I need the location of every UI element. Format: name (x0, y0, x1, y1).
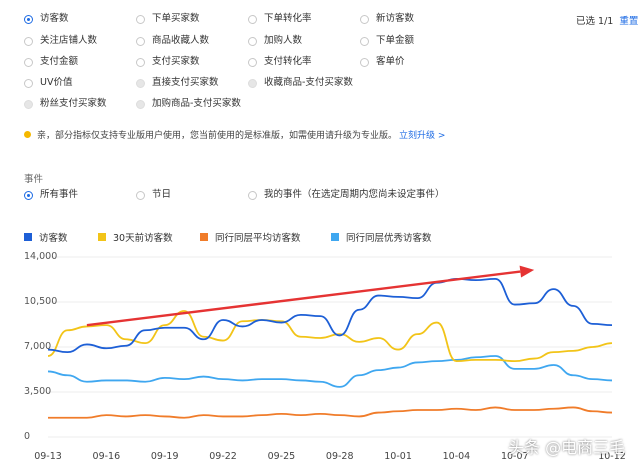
radio-checked-icon[interactable] (24, 14, 33, 24)
radio-icon[interactable] (136, 78, 145, 88)
metric-label: 支付买家数 (152, 56, 200, 67)
metric-option[interactable]: 粉丝支付买家数 (24, 98, 107, 110)
x-tick-label: 10-04 (442, 451, 471, 462)
radio-icon[interactable] (136, 190, 145, 200)
metric-label: 收藏商品-支付买家数 (264, 77, 353, 88)
radio-icon[interactable] (248, 36, 257, 46)
reset-link[interactable]: 重置 (619, 16, 639, 27)
metric-label: UV价值 (40, 77, 73, 88)
legend-peer-excellent[interactable]: 同行同层优秀访客数 (331, 230, 432, 244)
metric-option[interactable]: 加购商品-支付买家数 (136, 98, 241, 110)
metric-label: 粉丝支付买家数 (40, 98, 107, 109)
x-tick-label: 09-13 (34, 451, 62, 462)
metric-option[interactable]: 新访客数 (360, 13, 414, 25)
legend-swatch (331, 233, 339, 241)
radio-icon[interactable] (136, 99, 145, 109)
radio-icon[interactable] (360, 57, 369, 67)
x-tick-label: 10-01 (384, 451, 412, 462)
event-option-holiday[interactable]: 节日 (136, 189, 171, 201)
trend-arrow-shaft (86, 270, 521, 327)
upgrade-link[interactable]: 立刻升级 > (399, 131, 446, 141)
metric-label: 新访客数 (376, 13, 415, 24)
event-option-mine[interactable]: 我的事件（在选定周期内您尚未设定事件） (248, 189, 445, 201)
radio-icon[interactable] (24, 36, 33, 46)
metric-option[interactable]: 加购人数 (248, 35, 302, 47)
radio-icon[interactable] (248, 57, 257, 67)
watermark: 头条 @电商三毛 (508, 438, 626, 457)
metric-option[interactable]: 下单转化率 (248, 13, 312, 25)
selected-count: 已选 1/1 重置 (576, 16, 639, 27)
radio-icon[interactable] (136, 36, 145, 46)
metric-option[interactable]: UV价值 (24, 77, 72, 89)
radio-icon[interactable] (248, 78, 257, 88)
info-dot-icon (24, 131, 31, 138)
metric-label: 支付金额 (40, 56, 79, 67)
metric-label: 下单买家数 (152, 13, 200, 24)
radio-icon[interactable] (248, 14, 257, 24)
metric-label: 加购人数 (264, 35, 303, 46)
legend-swatch (24, 233, 32, 241)
radio-checked-icon[interactable] (24, 190, 33, 200)
legend-visitors-30d[interactable]: 30天前访客数 (98, 230, 173, 244)
series-line-3 (47, 355, 613, 388)
y-tick-label: 14,000 (24, 251, 58, 262)
legend-peer-average[interactable]: 同行同层平均访客数 (200, 230, 301, 244)
metric-option[interactable]: 关注店铺人数 (24, 35, 97, 47)
metric-label: 加购商品-支付买家数 (152, 98, 241, 109)
metric-option[interactable]: 支付转化率 (248, 56, 312, 68)
series-line-2 (47, 406, 613, 419)
x-tick-label: 09-22 (209, 451, 237, 462)
radio-icon[interactable] (24, 99, 33, 109)
metric-option[interactable]: 下单买家数 (136, 13, 200, 25)
metric-label: 访客数 (40, 13, 69, 24)
x-tick-label: 10-12 (598, 451, 626, 462)
metric-option[interactable]: 客单价 (360, 56, 405, 68)
metric-label: 商品收藏人数 (152, 35, 210, 46)
metric-option[interactable]: 下单金额 (360, 35, 414, 47)
radio-icon[interactable] (136, 14, 145, 24)
x-tick-label: 09-28 (325, 451, 354, 462)
metric-option[interactable]: 访客数 (24, 13, 69, 25)
metric-label: 客单价 (376, 56, 405, 67)
metric-label: 下单金额 (376, 35, 415, 46)
radio-icon[interactable] (360, 36, 369, 46)
series-line-0 (47, 277, 613, 354)
y-tick-label: 3,500 (24, 386, 52, 397)
radio-icon[interactable] (24, 57, 33, 67)
radio-icon[interactable] (360, 14, 369, 24)
radio-icon[interactable] (136, 57, 145, 67)
y-tick-label: 0 (24, 431, 31, 442)
metric-option[interactable]: 商品收藏人数 (136, 35, 209, 47)
metric-option[interactable]: 直接支付买家数 (136, 77, 219, 89)
radio-icon[interactable] (24, 78, 33, 88)
metric-label: 直接支付买家数 (152, 77, 219, 88)
x-tick-label: 09-25 (267, 451, 296, 462)
x-tick-label: 10-07 (500, 451, 529, 462)
event-option-all[interactable]: 所有事件 (24, 189, 78, 201)
metric-label: 下单转化率 (264, 13, 312, 24)
series-line-1 (47, 310, 613, 363)
radio-icon[interactable] (248, 190, 257, 200)
y-tick-label: 10,500 (24, 296, 58, 307)
legend-visitors[interactable]: 访客数 (24, 230, 68, 244)
legend-swatch (98, 233, 106, 241)
y-tick-label: 7,000 (24, 341, 52, 352)
metric-label: 支付转化率 (264, 56, 312, 67)
metric-option[interactable]: 收藏商品-支付买家数 (248, 77, 353, 89)
events-label: 事件 (24, 174, 44, 185)
trend-arrow-head-icon (519, 265, 535, 278)
upgrade-notice: 亲，部分指标仅支持专业版用户使用，您当前使用的是标准版，如需使用请升级为专业版。… (24, 128, 445, 141)
metric-option[interactable]: 支付买家数 (136, 56, 200, 68)
x-tick-label: 09-19 (150, 451, 179, 462)
notice-text: 亲，部分指标仅支持专业版用户使用，您当前使用的是标准版，如需使用请升级为专业版。 (37, 131, 398, 141)
x-tick-label: 09-16 (92, 451, 121, 462)
visitors-line-chart (47, 256, 613, 438)
metric-option[interactable]: 支付金额 (24, 56, 78, 68)
legend-swatch (200, 233, 208, 241)
metric-label: 关注店铺人数 (40, 35, 98, 46)
